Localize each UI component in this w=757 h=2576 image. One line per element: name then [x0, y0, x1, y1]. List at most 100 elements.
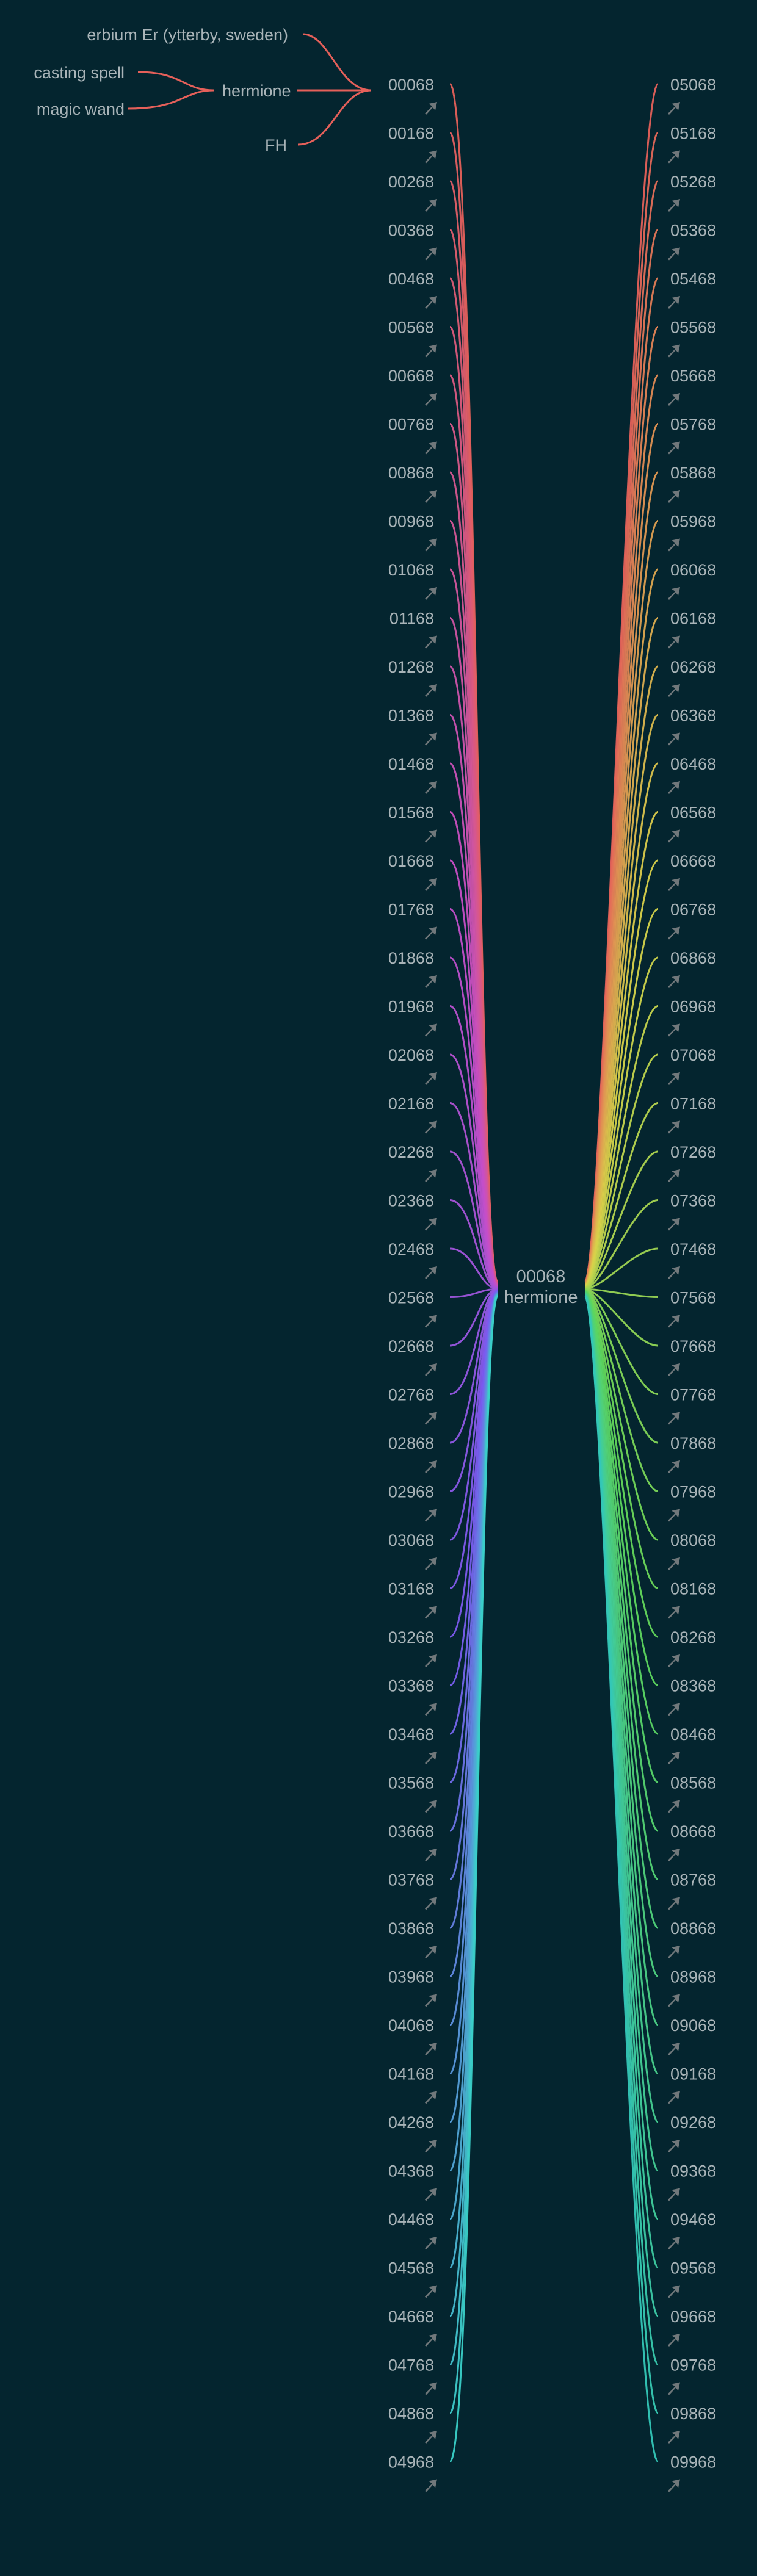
arrow-icon — [668, 2431, 680, 2444]
node-label: 02768 — [388, 1386, 434, 1404]
arrow-icon — [668, 2382, 680, 2395]
link-curve — [584, 1102, 659, 1289]
node-label: 06968 — [670, 998, 716, 1016]
tree-label-erbium: erbium Er (ytterby, sweden) — [87, 26, 288, 44]
arrow-icon — [668, 296, 680, 309]
node-label: 06068 — [670, 561, 716, 579]
arrow-icon — [425, 1800, 437, 1813]
arrow-icon — [668, 781, 680, 794]
node-label: 04968 — [388, 2453, 434, 2472]
node-label: 02668 — [388, 1337, 434, 1355]
arrow-icon — [425, 1654, 437, 1667]
node-label: 05668 — [670, 367, 716, 385]
node-label: 09268 — [670, 2113, 716, 2132]
arrow-icon — [668, 635, 680, 649]
node-label: 03068 — [388, 1531, 434, 1550]
arrow-icon — [668, 2188, 680, 2201]
hub-id: 00068 — [516, 1267, 566, 1286]
node-label: 00368 — [388, 222, 434, 240]
arrow-icon — [668, 1946, 680, 1958]
node-label: 01368 — [388, 707, 434, 725]
link-curve — [449, 1295, 499, 2462]
node-label: 07768 — [670, 1386, 716, 1404]
hub-name: hermione — [504, 1288, 578, 1307]
node-label: 05468 — [670, 270, 716, 288]
node-label: 07668 — [670, 1337, 716, 1355]
node-label: 09468 — [670, 2210, 716, 2229]
link-curve — [584, 1289, 659, 1444]
tree-edge — [297, 89, 372, 146]
node-label: 04168 — [388, 2065, 434, 2084]
arrow-icon — [668, 1315, 680, 1328]
arrow-icon — [425, 1072, 437, 1085]
arrow-icon — [668, 1363, 680, 1376]
link-curve — [584, 1288, 659, 1395]
node-label: 08668 — [670, 1822, 716, 1841]
node-label: 07568 — [670, 1289, 716, 1307]
node-label: 07268 — [670, 1143, 716, 1161]
source-tree: erbium Er (ytterby, sweden) casting spel… — [34, 26, 372, 154]
arrow-icon — [668, 1703, 680, 1716]
arrow-icon — [668, 926, 680, 940]
link-curve — [449, 1150, 498, 1290]
arrow-icon — [668, 199, 680, 212]
arrow-icon — [425, 2431, 437, 2444]
node-label: 03468 — [388, 1725, 434, 1744]
node-label: 04368 — [388, 2162, 434, 2181]
arrow-icon — [668, 2091, 680, 2104]
node-label: 02268 — [388, 1143, 434, 1161]
tree-label-magic-wand: magic wand — [37, 100, 125, 118]
node-label: 08168 — [670, 1580, 716, 1598]
arrow-icon — [425, 538, 437, 552]
arrow-icon — [425, 1557, 437, 1570]
node-label: 04568 — [388, 2259, 434, 2278]
arrow-icon — [668, 732, 680, 746]
arrow-icon — [668, 2479, 680, 2492]
link-curve — [584, 1199, 659, 1290]
node-label: 03268 — [388, 1628, 434, 1647]
arrow-icon — [425, 878, 437, 891]
arrow-icon — [425, 2188, 437, 2201]
arrow-icon — [425, 1315, 437, 1328]
arrow-icon — [668, 1509, 680, 1522]
arrow-icon — [425, 344, 437, 358]
node-label: 08968 — [670, 1968, 716, 1986]
arrow-icon — [668, 1994, 680, 2007]
arrow-icon — [425, 1606, 437, 1619]
arrow-icon — [425, 635, 437, 649]
arrow-icon — [668, 2285, 680, 2298]
arrow-icon — [668, 2043, 680, 2055]
node-label: 01468 — [388, 755, 434, 773]
node-label: 02468 — [388, 1240, 434, 1258]
link-curve — [449, 1288, 498, 1347]
node-label: 00568 — [388, 319, 434, 337]
node-label: 06368 — [670, 707, 716, 725]
arrow-icon — [425, 1946, 437, 1958]
node-label: 01268 — [388, 658, 434, 676]
node-label: 07368 — [670, 1192, 716, 1210]
arrow-icon — [668, 1897, 680, 1910]
node-label: 06668 — [670, 852, 716, 870]
arrow-icon — [425, 2091, 437, 2104]
arrow-icon — [425, 781, 437, 794]
node-label: 01768 — [388, 901, 434, 919]
node-label: 09868 — [670, 2405, 716, 2423]
arrow-icon — [425, 1994, 437, 2007]
arrow-icon — [668, 1849, 680, 1861]
arrow-icon — [668, 344, 680, 358]
arrow-icon — [668, 1266, 680, 1279]
node-label: 09968 — [670, 2453, 716, 2472]
arrow-icon — [425, 2043, 437, 2055]
node-label: 04268 — [388, 2113, 434, 2132]
tree-edge — [137, 71, 214, 92]
arrow-icon — [668, 975, 680, 988]
link-curve — [449, 1288, 498, 1298]
link-curve — [449, 1102, 498, 1289]
node-label: 05068 — [670, 76, 716, 94]
node-label: 08868 — [670, 1919, 716, 1938]
node-label: 04468 — [388, 2210, 434, 2229]
node-label: 09368 — [670, 2162, 716, 2181]
arrow-icon — [425, 975, 437, 988]
arrow-icon — [425, 1897, 437, 1910]
